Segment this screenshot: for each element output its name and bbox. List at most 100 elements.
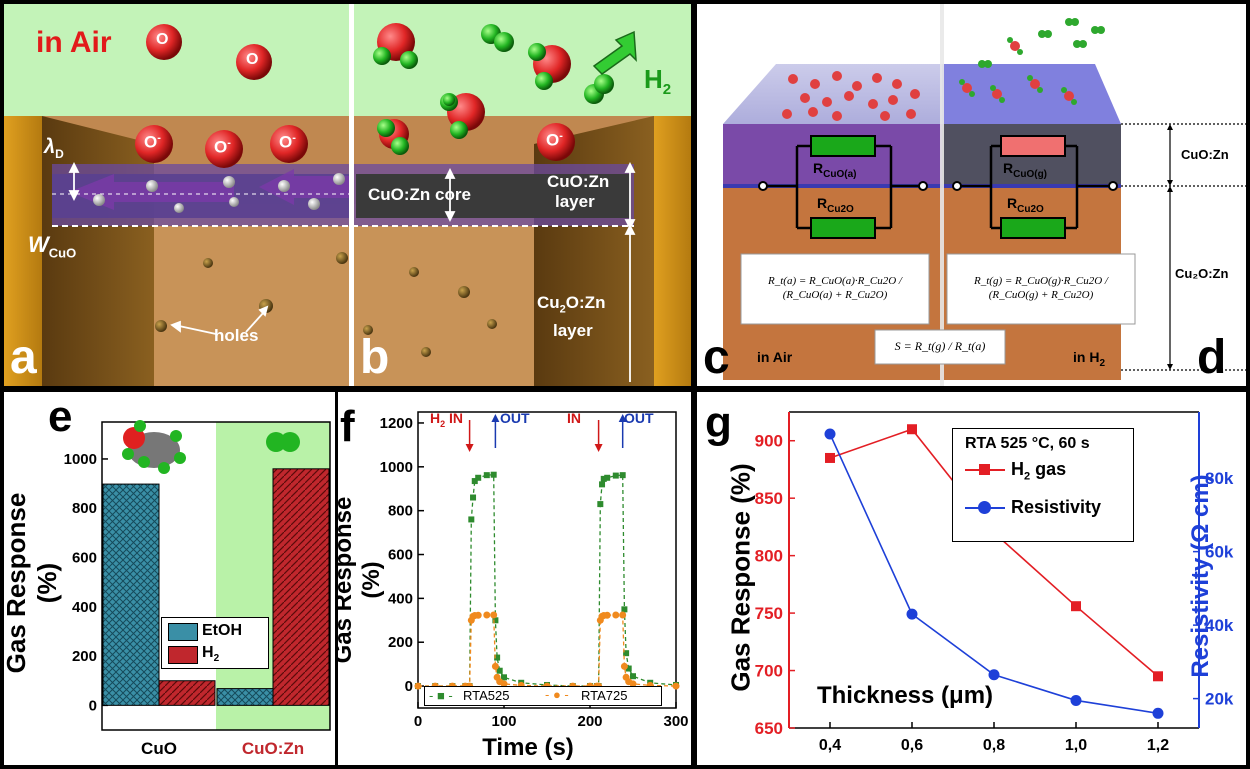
legend-res-name: Resistivity (1011, 497, 1102, 517)
g-legend: RTA 525 °C, 60 s H2 gas Resistivity (952, 428, 1134, 542)
y-left-tick-label: 750 (755, 604, 783, 623)
electrons (93, 173, 345, 213)
point-rta525 (490, 471, 497, 478)
layer-top-line2: layer (555, 192, 595, 211)
y-tick-label: 1000 (64, 451, 97, 468)
h2-inflow-arrow (592, 30, 637, 75)
point-rta525 (501, 674, 507, 681)
point-rta525 (619, 472, 626, 479)
r-text: R (817, 195, 828, 211)
point-rta525 (604, 474, 611, 481)
y-tick-label: 0 (405, 678, 413, 695)
r-sub-cu2o: Cu2O (827, 203, 854, 215)
r-sub-air: CuO(a) (823, 168, 857, 180)
legend-h2-swatch (168, 646, 198, 664)
layer-bottom-cu: Cu (537, 293, 560, 312)
x-tick-label: 0,4 (819, 737, 841, 754)
point-rta525 (630, 673, 636, 680)
h2o-molecules (373, 23, 571, 155)
equation-h2: R_t(g) = R_CuO(g)·R_Cu2O / (R_CuO(g) + R… (974, 275, 1108, 301)
point-rta525 (468, 516, 475, 523)
r-sub-gas: CuO(g) (1013, 168, 1048, 180)
legend-h2-name: H (1011, 459, 1024, 479)
h2-sub: 2 (662, 81, 672, 99)
panel-label-b: b (360, 331, 390, 384)
legend-h2-sub: 2 (1024, 470, 1031, 483)
y-tick-label: 200 (388, 634, 413, 651)
o-label-1: O (156, 31, 169, 48)
cd-in-h2-label: in H2 (1073, 349, 1105, 369)
plot-frame (101, 421, 331, 731)
point-rta525 (625, 665, 632, 672)
o-minus-label-3: O- (279, 132, 296, 152)
equation-s-box (874, 329, 1006, 365)
layer-bottom-label: Cu2O:Zn layer (537, 292, 605, 342)
f-out-label-1: OUT (500, 410, 530, 426)
y-tick-label: 200 (72, 648, 97, 665)
layer-top-label: CuO:Zn layer (547, 172, 609, 212)
point-rta525 (494, 654, 501, 661)
point-rta725 (619, 611, 627, 619)
o-minus-text: O (279, 132, 293, 152)
point-rta525 (470, 494, 477, 501)
r-sub-cu2o: Cu2O (1017, 203, 1044, 215)
holes (155, 252, 497, 357)
x-category-label: CuO:Zn (242, 739, 304, 758)
equation-s: S = R_t(g) / R_t(a) (894, 339, 986, 353)
layer-bottom-line2: layer (553, 321, 593, 341)
chart-g: 650 700 750 800 850 900 20k 40k 60k 80k 0,4 0,6 0,8 1… (755, 411, 1234, 754)
y-right-tick-label: 60k (1205, 543, 1234, 562)
x-tick-label: 100 (491, 713, 516, 730)
h2in-sub: 2 (440, 418, 446, 429)
legend-res-marker (978, 501, 991, 514)
y-tick-label: 800 (72, 500, 97, 517)
point-rta525 (621, 606, 628, 613)
point-rta725 (629, 680, 637, 688)
x-category-label: CuO (141, 739, 177, 758)
legend-rta525-marker: - ■ - (429, 688, 453, 703)
point-rta525 (496, 667, 503, 674)
point-resistivity (824, 428, 836, 440)
legend-etoh-label: EtOH (202, 622, 242, 639)
w-sub: CuO (48, 245, 77, 261)
panel-divider (349, 4, 354, 386)
o-minus-text: O (144, 132, 158, 152)
oxygen-molecules (135, 24, 575, 168)
lambda-d-label: λD (44, 136, 64, 161)
point-h2 (1153, 671, 1163, 682)
etoh-hydrogen (122, 448, 134, 460)
panel-label-g: g (705, 398, 732, 447)
r-cu2o-air-label: RCu2O (817, 195, 854, 215)
gas-in-arrowhead (594, 444, 603, 452)
h2o-molecules-top (959, 18, 1105, 105)
panel-f: 0 200 400 600 800 1000 1200 0 100 200 300 Gas Resp… (338, 392, 691, 765)
legend-rta725-marker: - ● - (545, 687, 569, 702)
y-left-tick-label: 800 (755, 547, 783, 566)
g-ylabel-left: Gas Response (%) (725, 463, 756, 692)
hydrogen-molecules (443, 24, 614, 106)
x-tick-label: 0 (414, 713, 422, 730)
panel-e: 0 200 400 600 800 1000 CuO CuO:Zn Gas Response … (4, 392, 335, 765)
g-legend-title: RTA 525 °C, 60 s (965, 435, 1090, 452)
point-resistivity (906, 608, 918, 620)
cd-in-air-label: in Air (757, 349, 793, 365)
point-rta725 (414, 682, 422, 690)
y-left-tick-label: 650 (755, 719, 783, 738)
point-rta525 (600, 475, 607, 482)
o-minus-label-2: O- (214, 137, 231, 157)
point-rta525 (471, 478, 478, 485)
equation-h2-box (946, 253, 1136, 325)
legend-etoh-swatch (168, 623, 198, 641)
x-tick-label: 300 (663, 713, 688, 730)
y-tick-label: 400 (72, 599, 97, 616)
point-rta525 (475, 474, 482, 481)
h2-molecule-icon (266, 432, 300, 452)
y-tick-label: 800 (388, 503, 413, 520)
cuozn-dim-label: CuO:Zn (1181, 147, 1229, 162)
y-tick-label: 0 (89, 697, 97, 714)
r-cuo-gas-label: RCuO(g) (1003, 160, 1047, 180)
layer-bottom-sub: 2 (559, 303, 566, 316)
point-h2 (825, 452, 835, 463)
point-rta725 (483, 611, 491, 619)
h2-text: H (644, 64, 663, 94)
